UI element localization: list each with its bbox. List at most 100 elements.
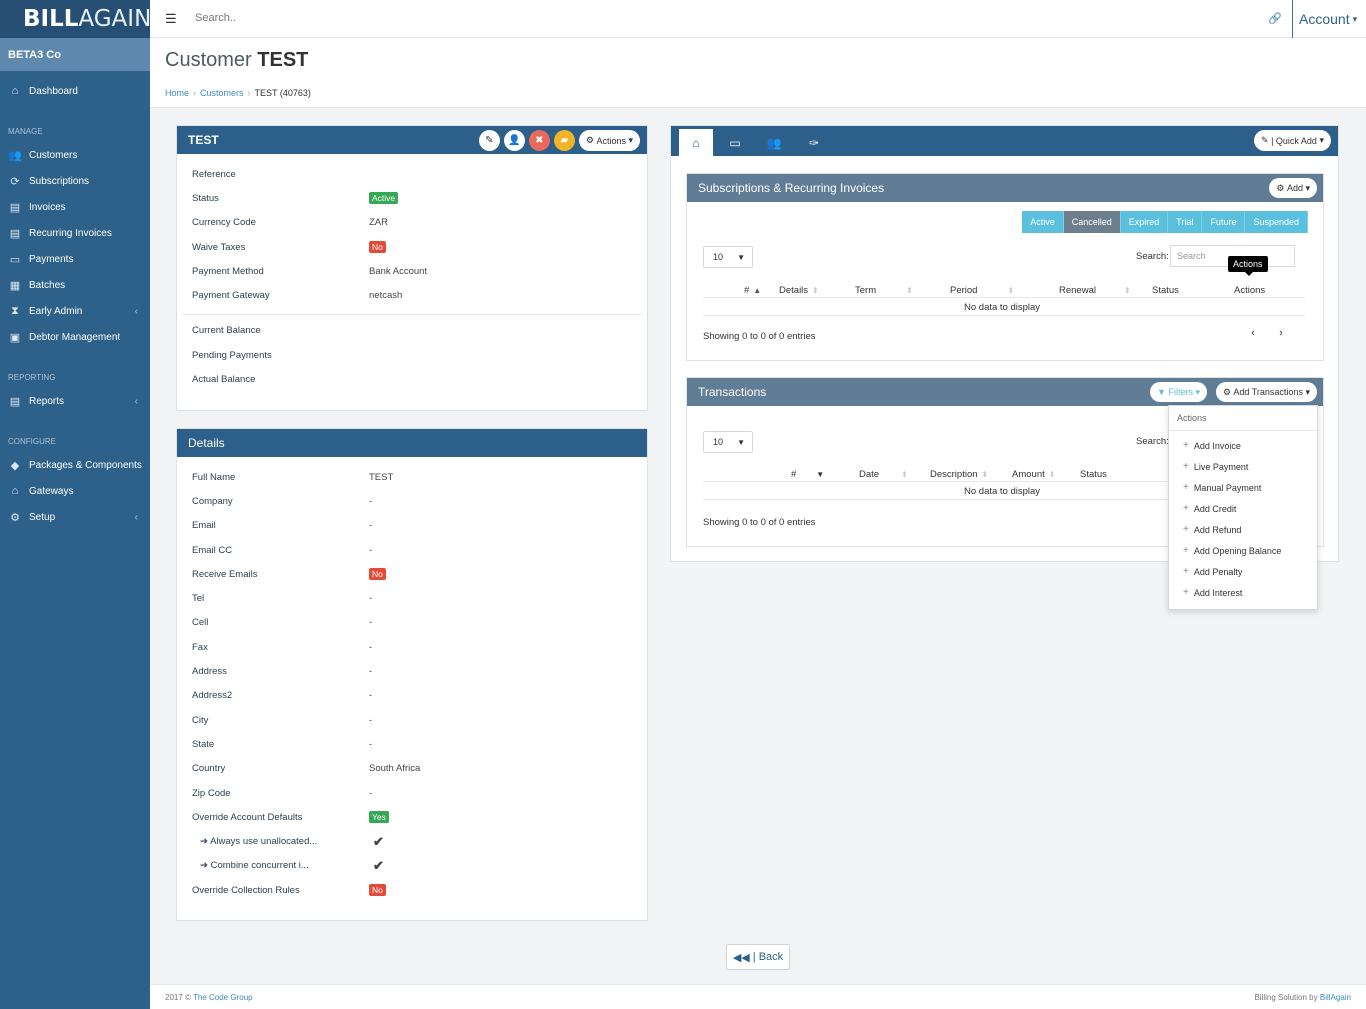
sidebar-item-dashboard[interactable]: ⌂ Dashboard <box>0 78 150 104</box>
detail-row: Cell - <box>192 617 373 629</box>
add-subscription-button[interactable]: ⚙ Add ▾ <box>1269 178 1317 198</box>
column-header-number[interactable]: # ▼ <box>791 469 825 480</box>
sidebar-item-reports[interactable]: ▤ Reports ‹ <box>0 388 150 414</box>
subscriptions-panel: Subscriptions & Recurring Invoices ⚙ Add… <box>686 173 1324 361</box>
column-header-description[interactable]: Description ⬍ <box>930 469 989 480</box>
breadcrumb-home[interactable]: Home <box>165 88 190 98</box>
breadcrumb-customers[interactable]: Customers <box>200 88 244 98</box>
details-panel-header: Details <box>177 429 647 457</box>
actions-dropdown-button[interactable]: ⚙ Actions ▾ <box>578 130 640 151</box>
menu-item-add-opening-balance[interactable]: + Add Opening Balance <box>1183 545 1282 556</box>
search-label: Search: <box>1136 436 1169 447</box>
hamburger-menu-icon[interactable]: ☰ <box>165 11 177 26</box>
brand-logo[interactable]: BILLAGAIN <box>0 0 151 38</box>
account-menu[interactable]: Account ▾ <box>1292 0 1357 38</box>
link-icon[interactable]: 🔗 <box>1268 13 1282 25</box>
search-input[interactable] <box>195 12 395 24</box>
delete-button[interactable]: ✖ <box>528 130 550 151</box>
column-header-number[interactable]: # ▲ <box>744 285 762 296</box>
next-page-button[interactable]: › <box>1270 322 1292 344</box>
column-header-amount[interactable]: Amount ⬍ <box>1012 469 1056 480</box>
filters-button[interactable]: ▼ Filters ▾ <box>1150 382 1207 402</box>
filter-suspended[interactable]: Suspended <box>1245 211 1308 233</box>
filter-trial[interactable]: Trial <box>1168 211 1203 233</box>
sidebar: BILLAGAIN BETA3 Co ⌂ Dashboard MANAGE 👥 Cu… <box>0 0 151 1009</box>
file-icon: ▤ <box>9 201 21 214</box>
footer-company-link[interactable]: The Code Group <box>193 993 253 1002</box>
tab-contacts[interactable]: 👥 <box>757 129 791 156</box>
filter-future[interactable]: Future <box>1202 211 1246 233</box>
column-header-term[interactable]: Term ⬍ <box>855 285 913 296</box>
customer-panel-title: TEST <box>188 133 219 147</box>
info-row-pending-payments: Pending Payments <box>192 349 272 361</box>
tab-home[interactable]: ⌂ <box>679 129 713 156</box>
folder-button[interactable]: ▰ <box>553 130 575 151</box>
sidebar-item-subscriptions[interactable]: ⟳ Subscriptions <box>0 168 150 194</box>
previous-page-button[interactable]: ‹ <box>1242 322 1264 344</box>
filter-expired[interactable]: Expired <box>1120 211 1169 233</box>
sidebar-item-debtor-management[interactable]: ▣ Debtor Management <box>0 324 150 350</box>
footer-brand-link[interactable]: BillAgain <box>1319 993 1351 1002</box>
plus-icon: + <box>1183 461 1189 472</box>
company-name[interactable]: BETA3 Co <box>0 38 150 71</box>
menu-item-add-credit[interactable]: + Add Credit <box>1183 503 1237 514</box>
edit-button[interactable]: ✎ <box>478 130 500 151</box>
caret-down-icon: ▼ <box>737 437 745 447</box>
chevron-left-icon: ‹ <box>1251 327 1255 339</box>
menu-item-manual-payment[interactable]: + Manual Payment <box>1183 482 1262 493</box>
entries-info: Showing 0 to 0 of 0 entries <box>703 331 816 342</box>
sidebar-item-payments[interactable]: ▭ Payments <box>0 246 150 272</box>
details-panel: Details Full Name TEST Company - Email - Em… <box>176 428 648 921</box>
back-button[interactable]: ◀◀ | Back <box>726 944 790 970</box>
gear-icon: ⚙ <box>1276 182 1285 193</box>
quick-add-button[interactable]: ✎ | Quick Add ▾ <box>1254 130 1331 151</box>
sidebar-item-early-admin[interactable]: ⧗ Early Admin ‹ <box>0 298 150 324</box>
detail-row: Country South Africa <box>192 763 421 775</box>
file-icon: ▤ <box>9 395 21 408</box>
money-icon: ▭ <box>729 135 741 150</box>
column-header-date[interactable]: Date ⬍ <box>859 469 908 480</box>
chevron-left-icon: ‹ <box>134 511 138 523</box>
menu-item-live-payment[interactable]: + Live Payment <box>1183 461 1249 472</box>
tab-notes[interactable]: ✑ <box>797 129 831 156</box>
pencil-icon: ✎ <box>485 135 494 146</box>
column-header-status[interactable]: Status <box>1080 469 1107 480</box>
page-size-select[interactable]: 10 ▼ <box>703 246 753 268</box>
sidebar-item-customers[interactable]: 👥 Customers <box>0 142 150 168</box>
menu-item-add-invoice[interactable]: + Add Invoice <box>1183 440 1241 451</box>
column-header-period[interactable]: Period ⬍ <box>950 285 1015 296</box>
detail-row: Address - <box>192 666 373 678</box>
column-header-renewal[interactable]: Renewal ⬍ <box>1059 285 1131 296</box>
sidebar-item-setup[interactable]: ⚙ Setup ‹ <box>0 504 150 530</box>
sidebar-item-batches[interactable]: ▦ Batches <box>0 272 150 298</box>
sidebar-item-packages[interactable]: ◆ Packages & Components <box>0 452 150 478</box>
filter-icon: ▼ <box>1157 387 1166 397</box>
column-header-status[interactable]: Status <box>1152 285 1179 296</box>
sidebar-item-invoices[interactable]: ▤ Invoices <box>0 194 150 220</box>
filter-cancelled[interactable]: Cancelled <box>1063 211 1121 233</box>
sort-asc-icon: ▲ <box>753 286 762 295</box>
add-transactions-button[interactable]: ⚙ Add Transactions ▾ <box>1215 382 1317 402</box>
filter-active[interactable]: Active <box>1022 211 1064 233</box>
user-button[interactable]: 👤 <box>503 130 525 151</box>
refresh-icon: ⟳ <box>10 175 20 188</box>
sidebar-item-recurring-invoices[interactable]: ▤ Recurring Invoices <box>0 220 150 246</box>
detail-row: ➔ Combine concurrent i... ✔ <box>200 857 384 873</box>
section-reporting: REPORTING <box>8 373 56 382</box>
detail-row: Tel - <box>192 593 373 605</box>
detail-row: Address2- <box>192 690 373 702</box>
sidebar-item-gateways[interactable]: ⌂ Gateways <box>0 478 150 504</box>
menu-item-add-penalty[interactable]: + Add Penalty <box>1183 566 1243 577</box>
sidebar-item-label: Reports <box>29 395 65 407</box>
info-row-current-balance: Current Balance <box>192 325 261 337</box>
sort-icon: ⬍ <box>906 286 913 295</box>
arrow-right-icon: ➔ <box>200 836 208 848</box>
tab-billing[interactable]: ▭ <box>718 129 752 156</box>
gear-icon: ⚙ <box>585 135 594 145</box>
menu-item-add-interest[interactable]: + Add Interest <box>1183 587 1243 598</box>
table-icon: ▦ <box>9 279 21 292</box>
menu-item-add-refund[interactable]: + Add Refund <box>1183 524 1242 535</box>
page-size-select[interactable]: 10 ▼ <box>703 431 753 453</box>
info-row-currency: Currency Code ZAR <box>192 217 388 229</box>
column-header-details[interactable]: Details ⬍ <box>779 285 819 296</box>
